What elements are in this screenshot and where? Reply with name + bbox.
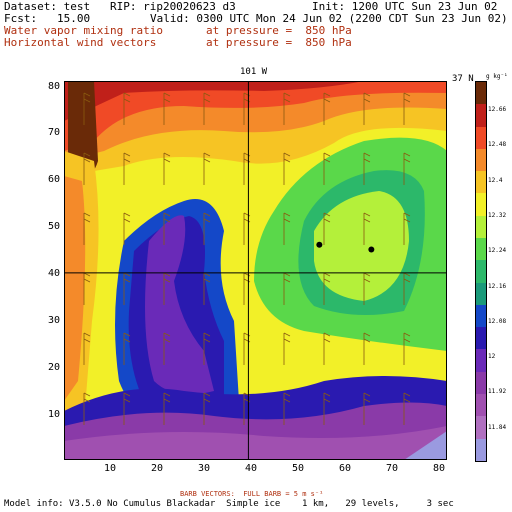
colorbar [475, 81, 487, 462]
colorbar-segment [476, 82, 486, 105]
colorbar-label: 12.24 [488, 247, 507, 254]
colorbar-segment [476, 371, 486, 394]
x-tick-label: 50 [291, 463, 305, 474]
colorbar-segment [476, 349, 486, 372]
barb-vector-note: BARB VECTORS: FULL BARB = 5 m s⁻¹ [180, 490, 324, 498]
model-info: Model info: V3.5.0 No Cumulus Blackadar … [4, 499, 454, 509]
y-tick-label: 60 [47, 174, 60, 185]
x-tick-label: 70 [385, 463, 399, 474]
colorbar-segment [476, 282, 486, 305]
colorbar-label: 11.84 [488, 424, 507, 431]
colorbar-segment [476, 126, 486, 149]
y-tick-label: 10 [47, 409, 60, 420]
field1-level: at pressure = 850 hPa [206, 24, 352, 37]
station-point [316, 241, 323, 248]
moisture-region-12-48 [64, 81, 447, 151]
colorbar-segment [476, 260, 486, 283]
moisture-region-bottom-11-84 [64, 426, 447, 460]
colorbar-segment [476, 148, 486, 172]
colorbar-segment [476, 193, 486, 216]
field2-name: Horizontal wind vectors [4, 36, 157, 49]
colorbar-segment [476, 416, 486, 439]
colorbar-segment [476, 304, 486, 328]
colorbar-label: 12 [488, 353, 496, 360]
y-tick-label: 40 [47, 268, 60, 279]
colorbar-segment [476, 104, 486, 127]
colorbar-segment [476, 327, 486, 350]
colorbar-label: 11.92 [488, 388, 507, 395]
colorbar-label: 12.66 [488, 106, 507, 113]
y-tick-label: 80 [47, 81, 60, 92]
colorbar-label: 12.32 [488, 212, 507, 219]
colorbar-segment [476, 171, 486, 194]
moisture-region-12-66 [64, 81, 364, 121]
forecast-label: Fcst: 15.00 [4, 12, 91, 25]
colorbar-label: 12.48 [488, 141, 507, 148]
longitude-label: 101 W [240, 67, 268, 77]
colorbar-segment [476, 438, 486, 461]
colorbar-segment [476, 215, 486, 238]
colorbar-label: 12.4 [488, 177, 503, 184]
x-tick-label: 30 [197, 463, 211, 474]
colorbar-segment [476, 237, 486, 261]
x-tick-label: 60 [338, 463, 352, 474]
x-tick-label: 80 [432, 463, 446, 474]
x-tick-label: 20 [150, 463, 164, 474]
colorbar-segment [476, 393, 486, 417]
y-tick-label: 20 [47, 362, 60, 373]
moisture-region-12-20 [314, 191, 409, 301]
x-tick-label: 40 [244, 463, 258, 474]
valid-time-label: Valid: 0300 UTC Mon 24 Jun 02 (2200 CDT … [150, 12, 508, 25]
moisture-map-plot [64, 81, 447, 460]
field1-name: Water vapor mixing ratio [4, 24, 163, 37]
station-point [368, 246, 375, 253]
moisture-region-11-92 [145, 215, 214, 395]
x-tick-label: 10 [103, 463, 117, 474]
field2-level: at pressure = 850 hPa [206, 36, 352, 49]
moisture-min-region [404, 431, 447, 460]
init-label: Init: 1200 UTC Sun 23 Jun 02 [312, 0, 498, 13]
moisture-map-svg [64, 81, 447, 460]
moisture-region-left-strip-warm [64, 176, 86, 401]
y-tick-label: 70 [47, 127, 60, 138]
y-tick-label: 50 [47, 221, 60, 232]
y-tick-label: 30 [47, 315, 60, 326]
latitude-label: 37 N [452, 74, 474, 84]
colorbar-label: 12.16 [488, 283, 507, 290]
units-label: g kg⁻¹ [486, 73, 508, 80]
colorbar-label: 12.08 [488, 318, 507, 325]
plot-frame [64, 81, 447, 460]
dataset-label: Dataset: test RIP: rip20020623 d3 [4, 0, 236, 13]
moisture-max-region [68, 81, 98, 178]
